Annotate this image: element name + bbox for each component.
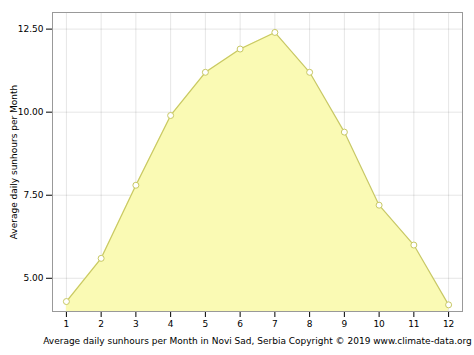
svg-text:4: 4 [168,319,174,329]
svg-text:8: 8 [307,319,313,329]
svg-text:12.50: 12.50 [18,24,44,34]
svg-text:12: 12 [443,319,454,329]
svg-text:5.00: 5.00 [23,273,43,283]
svg-text:5: 5 [203,319,209,329]
svg-text:7.50: 7.50 [23,190,43,200]
svg-text:Average daily sunhours per Mon: Average daily sunhours per Month in Novi… [43,336,472,346]
svg-text:3: 3 [133,319,139,329]
svg-text:11: 11 [408,319,419,329]
svg-text:10.00: 10.00 [18,107,44,117]
svg-text:10: 10 [373,319,385,329]
svg-text:6: 6 [237,319,243,329]
svg-text:2: 2 [98,319,104,329]
svg-text:1: 1 [64,319,70,329]
svg-text:7: 7 [272,319,278,329]
svg-text:9: 9 [341,319,347,329]
svg-text:Average daily sunhours per Mon: Average daily sunhours per Month [9,85,19,240]
